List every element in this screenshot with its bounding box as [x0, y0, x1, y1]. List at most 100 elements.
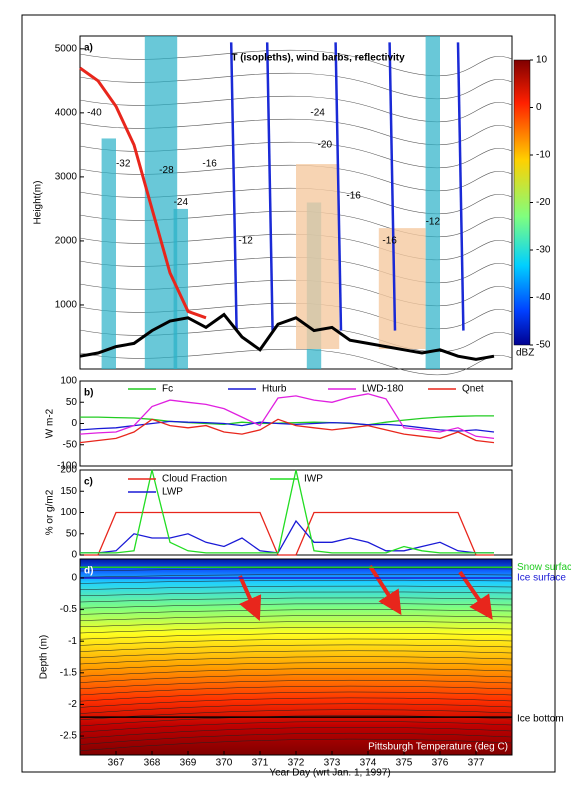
- reflectivity: [101, 138, 116, 369]
- isotherm: [79, 579, 513, 584]
- contour-label: -40: [87, 107, 102, 118]
- blue-isoline: [334, 42, 343, 331]
- y-tick-label: -2: [68, 699, 77, 710]
- x-tick-label: 368: [144, 758, 161, 769]
- isotherm: [79, 609, 513, 615]
- isotherm: [79, 591, 513, 597]
- x-tick-label: 374: [360, 758, 377, 769]
- isotherm: [79, 738, 513, 752]
- blue-isoline: [265, 42, 274, 331]
- contour-label: -12: [426, 216, 441, 227]
- x-tick-label: 369: [180, 758, 197, 769]
- isotherm: [79, 691, 513, 702]
- level-label: Ice surface: [517, 573, 566, 584]
- y-axis-label: % or g/m2: [45, 489, 56, 535]
- series-line: [80, 519, 494, 554]
- y-tick-label: 150: [60, 486, 77, 497]
- trend-arrow: [368, 564, 402, 616]
- panel-label: a): [84, 43, 93, 54]
- isotherm: [79, 668, 513, 677]
- y-axis-label: Height(m): [33, 181, 44, 225]
- y-tick-label: 2000: [55, 236, 78, 247]
- colorbar-label: -30: [536, 245, 551, 256]
- isotherm: [79, 732, 513, 745]
- isotherm: [79, 615, 513, 621]
- panel-label: c): [84, 477, 93, 488]
- isotherm: [79, 597, 513, 603]
- x-tick-label: 375: [396, 758, 413, 769]
- y-tick-label: -0.5: [60, 604, 78, 615]
- x-tick-label: 371: [252, 758, 269, 769]
- isotherm: [79, 721, 513, 733]
- contour-label: -16: [382, 236, 397, 247]
- isotherm: [79, 603, 513, 609]
- y-tick-label: 0: [71, 550, 77, 561]
- legend-label: LWD-180: [362, 384, 404, 395]
- x-tick-label: 367: [108, 758, 125, 769]
- series-line: [79, 418, 495, 444]
- y-tick-label: 4000: [55, 107, 78, 118]
- chart-title: T (isopleths), wind barbs, reflectivity: [231, 53, 405, 64]
- legend-label: LWP: [162, 487, 183, 498]
- series-line: [79, 420, 495, 433]
- colorbar-label: -20: [536, 197, 551, 208]
- series-line: [80, 469, 494, 554]
- field-note: Pittsburgh Temperature (deg C): [368, 742, 508, 753]
- panel-label: d): [84, 566, 93, 577]
- contour-label: -32: [116, 159, 131, 170]
- isotherm: [79, 674, 513, 683]
- wind-shade: [296, 164, 340, 349]
- contour-label: -24: [310, 107, 325, 118]
- contour-label: -16: [346, 191, 361, 202]
- contour-label: -20: [318, 140, 333, 151]
- series-line: [79, 312, 495, 361]
- blue-isoline: [229, 42, 238, 331]
- colorbar: [513, 59, 531, 346]
- y-tick-label: 0: [71, 418, 77, 429]
- colorbar-label: 10: [536, 55, 548, 66]
- isotherm: [79, 626, 513, 634]
- series-line: [80, 511, 494, 556]
- isotherm: [79, 727, 513, 739]
- isotherm: [79, 585, 513, 590]
- isotherm: [79, 632, 513, 640]
- y-tick-label: -100: [57, 461, 77, 472]
- y-tick-label: -1: [68, 636, 77, 647]
- level-label: Snow surface: [517, 562, 571, 573]
- y-axis-label: Depth (m): [39, 635, 50, 679]
- isotherm: [79, 703, 513, 714]
- y-axis-label: W m-2: [45, 408, 56, 438]
- x-tick-label: 376: [432, 758, 449, 769]
- colorbar-label: -40: [536, 292, 551, 303]
- isotherm: [79, 685, 513, 696]
- isotherm: [79, 568, 513, 572]
- colorbar-label: 0: [536, 102, 542, 113]
- x-tick-label: 373: [324, 758, 341, 769]
- contour-label: -28: [159, 165, 174, 176]
- isotherm: [79, 650, 513, 659]
- isotherm: [79, 644, 513, 652]
- y-tick-label: 1000: [55, 300, 78, 311]
- colorbar-unit: dBZ: [516, 348, 534, 359]
- y-tick-label: 50: [66, 397, 78, 408]
- y-tick-label: -50: [63, 439, 78, 450]
- trend-arrow: [238, 575, 262, 621]
- x-tick-label: 372: [288, 758, 305, 769]
- blue-isoline: [456, 42, 465, 331]
- contour-label: -16: [202, 159, 217, 170]
- x-tick-label: 370: [216, 758, 233, 769]
- y-tick-label: -1.5: [60, 667, 78, 678]
- y-tick-label: 100: [60, 507, 77, 518]
- contour-label: -24: [174, 197, 189, 208]
- legend-label: Hturb: [262, 384, 287, 395]
- y-tick-label: 5000: [55, 43, 78, 54]
- x-axis-label: Year Day (wrt Jan. 1, 1997): [269, 768, 390, 779]
- isotherm: [79, 638, 513, 646]
- series-line: [79, 66, 207, 320]
- colorbar-label: -50: [536, 340, 551, 351]
- isotherm: [79, 656, 513, 665]
- level-label: Ice bottom: [517, 714, 564, 725]
- wind-shade: [378, 228, 426, 349]
- legend-label: Qnet: [462, 384, 484, 395]
